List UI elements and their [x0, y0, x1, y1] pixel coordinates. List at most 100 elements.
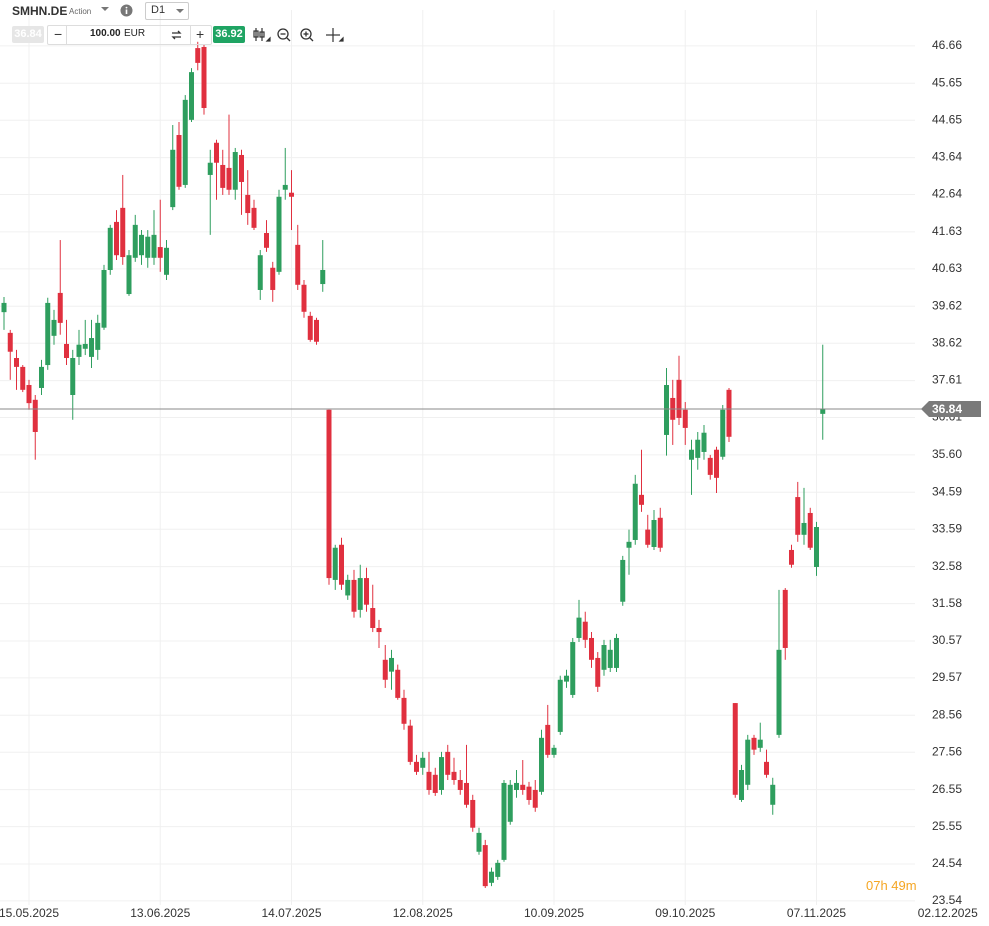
- x-tick-label: 10.09.2025: [524, 906, 584, 920]
- candle-body: [1, 302, 7, 313]
- candle-body: [126, 255, 132, 295]
- candle-body: [145, 236, 151, 258]
- move-icon[interactable]: [326, 28, 344, 42]
- candle-body: [695, 439, 701, 458]
- candle-body: [782, 589, 788, 648]
- info-icon[interactable]: [120, 4, 133, 17]
- candle-body: [26, 385, 32, 404]
- candle-body: [576, 617, 582, 638]
- candle-body: [432, 774, 438, 793]
- candle-body: [482, 845, 488, 887]
- y-tick-label: 43.64: [932, 150, 962, 164]
- zoom-in-icon[interactable]: [300, 28, 314, 42]
- candle-body: [614, 637, 619, 668]
- y-tick-label: 26.55: [932, 782, 962, 796]
- candle-body: [420, 757, 426, 768]
- candle-body: [620, 559, 626, 602]
- candle-body: [276, 196, 282, 272]
- candle-body: [220, 164, 226, 188]
- candle-body: [645, 529, 651, 545]
- candle-body: [332, 547, 338, 580]
- candle-body: [607, 649, 613, 668]
- candle-body: [739, 770, 744, 800]
- amount[interactable]: 100.00: [90, 28, 121, 39]
- candle-body: [132, 224, 138, 258]
- candle-body: [64, 343, 69, 359]
- y-tick-label: 35.60: [932, 447, 962, 461]
- candle-body: [551, 747, 557, 755]
- candle-type-icon[interactable]: [253, 28, 271, 42]
- increase-button[interactable]: +: [196, 26, 205, 42]
- candle-body: [245, 194, 251, 214]
- candle-body: [495, 862, 501, 877]
- candle-body: [651, 520, 657, 547]
- candle-body: [357, 578, 363, 610]
- y-tick-label: 30.57: [932, 633, 962, 647]
- candle-body: [595, 657, 601, 687]
- candle-body: [526, 786, 532, 800]
- candle-body: [57, 292, 63, 323]
- candle-body: [501, 782, 507, 860]
- candle-body: [557, 679, 563, 732]
- y-tick-label: 42.64: [932, 187, 962, 201]
- decrease-button[interactable]: −: [54, 26, 63, 42]
- y-tick-label: 29.57: [932, 670, 962, 684]
- candle-body: [664, 385, 669, 435]
- candle-body: [201, 46, 207, 109]
- candle-body: [489, 871, 494, 883]
- x-tick-label: 13.06.2025: [130, 906, 190, 920]
- countdown: 07h 49m: [866, 878, 917, 893]
- y-tick-label: 39.62: [932, 298, 962, 312]
- candle-body: [795, 497, 801, 535]
- timeframe: D1: [151, 4, 166, 16]
- candle-body: [14, 358, 19, 367]
- candle-body: [389, 657, 394, 672]
- y-tick-label: 46.66: [932, 38, 962, 52]
- y-tick-label: 40.63: [932, 261, 962, 275]
- candle-body: [401, 697, 407, 724]
- y-tick-label: 25.55: [932, 819, 962, 833]
- candle-body: [457, 779, 463, 790]
- y-tick-label: 27.56: [932, 744, 962, 758]
- candle-body: [107, 227, 113, 270]
- candle-body: [464, 782, 469, 805]
- candle-body: [789, 549, 794, 565]
- candle-body: [20, 366, 26, 390]
- candle-body: [320, 269, 326, 285]
- swap-icon[interactable]: [171, 30, 182, 40]
- candle-body: [601, 645, 607, 670]
- y-tick-label: 24.54: [932, 856, 962, 870]
- candle-body: [39, 366, 44, 388]
- y-tick-label: 32.58: [932, 559, 962, 573]
- candle-body: [226, 167, 232, 190]
- candle-body: [439, 757, 444, 790]
- zoom-out-icon[interactable]: [277, 28, 291, 42]
- candle-body: [295, 244, 301, 285]
- candle-body: [564, 675, 569, 682]
- symbol-dropdown[interactable]: [100, 6, 110, 12]
- candle-body: [151, 234, 157, 258]
- candle-body: [764, 761, 769, 775]
- x-tick-label: 07.11.2025: [787, 906, 846, 920]
- candle-body: [157, 247, 163, 258]
- candle-body: [95, 322, 101, 350]
- chart-tools: [253, 28, 344, 42]
- last-price-label: 36.84: [932, 402, 962, 416]
- candle-body: [714, 449, 719, 478]
- symbol[interactable]: SMHN.DE: [12, 4, 68, 18]
- candle-body: [707, 457, 713, 475]
- buy-button[interactable]: 36.92: [213, 26, 245, 43]
- y-tick-label: 23.54: [932, 893, 962, 907]
- candle-body: [582, 621, 588, 640]
- sell-button[interactable]: 36.84: [12, 26, 44, 43]
- timeframe-select[interactable]: D1: [145, 2, 189, 20]
- candle-body: [82, 343, 88, 349]
- candle-body: [732, 703, 738, 795]
- candle-body: [589, 637, 594, 660]
- candle-body: [364, 578, 369, 605]
- candle-body: [32, 399, 38, 432]
- y-tick-label: 31.58: [932, 596, 962, 610]
- candle-body: [301, 284, 307, 312]
- candle-body: [370, 608, 376, 628]
